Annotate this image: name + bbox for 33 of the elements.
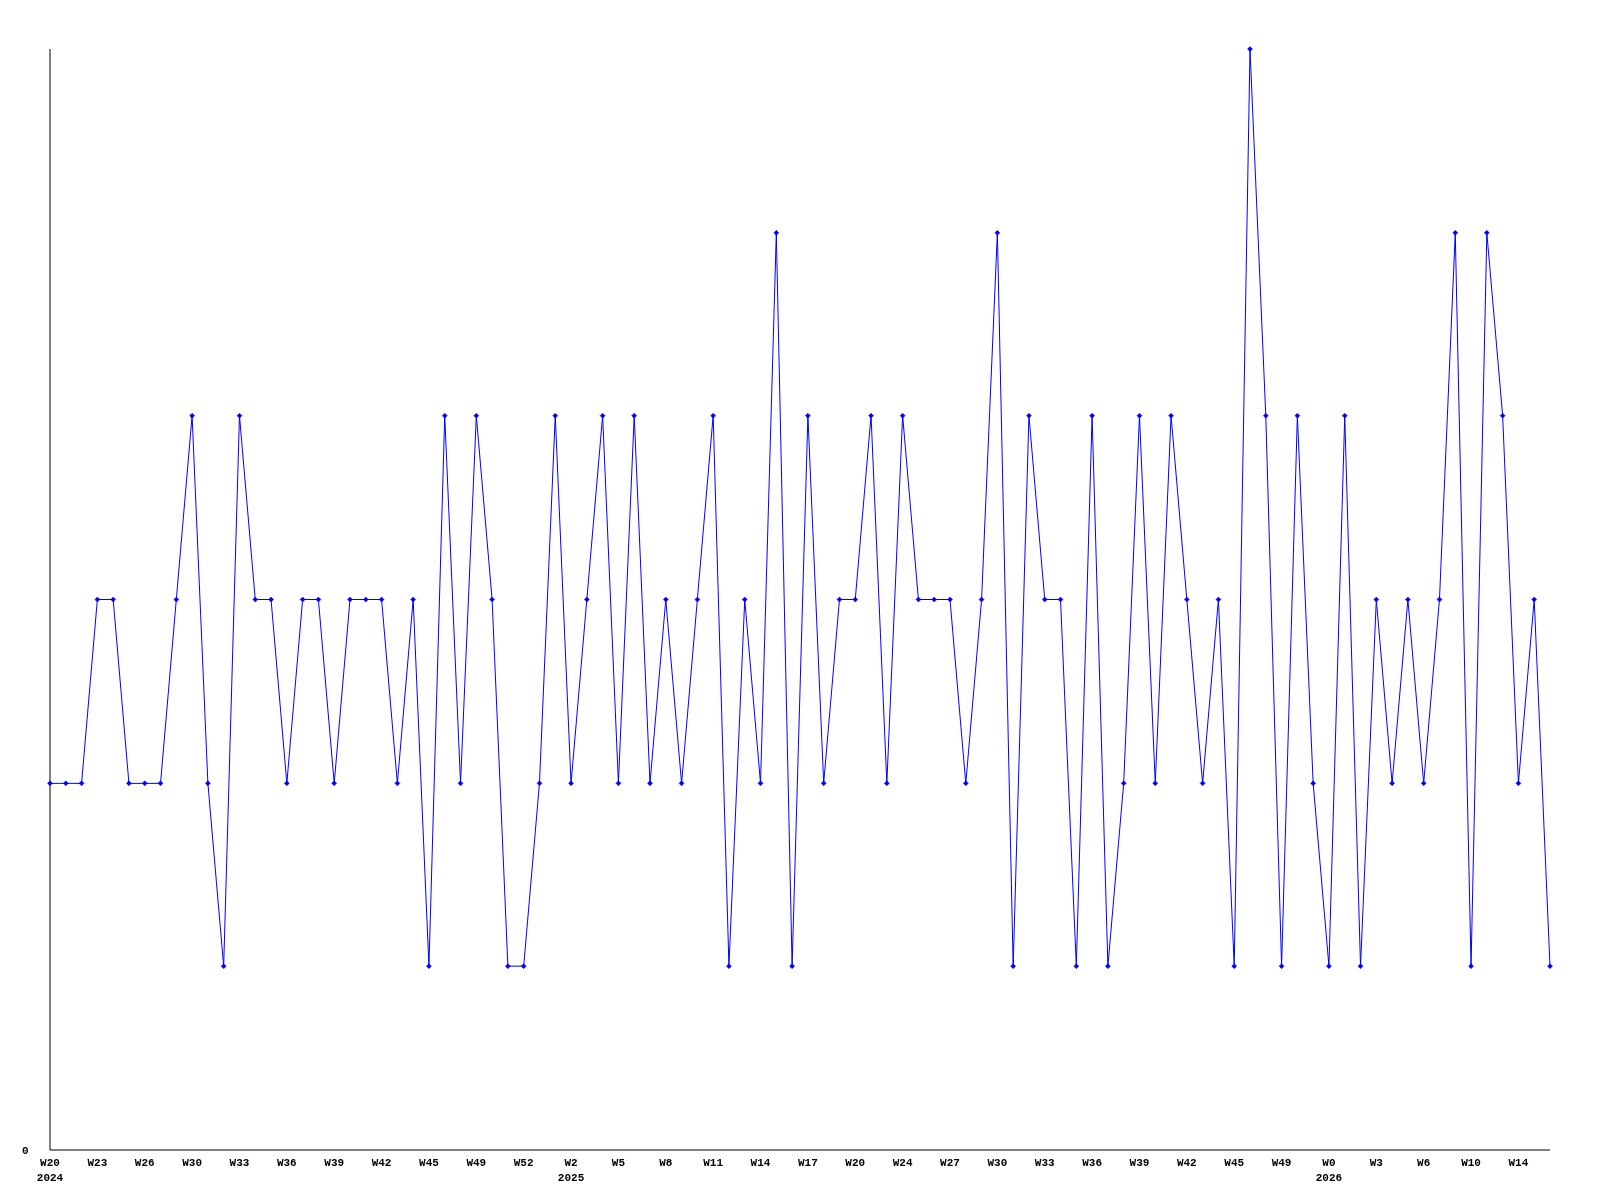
x-tick-label: W52	[513, 1157, 534, 1169]
x-tick-label: W11	[703, 1157, 724, 1169]
x-tick-label: W10	[1461, 1157, 1481, 1169]
x-tick-label: W33	[229, 1157, 250, 1169]
x-tick-label: W36	[276, 1157, 297, 1169]
x-tick-label: W33	[1034, 1157, 1056, 1169]
x-tick-label: W39	[324, 1157, 345, 1169]
x-tick-label: W24	[892, 1157, 913, 1169]
x-tick-label: W0 2026	[1315, 1157, 1343, 1184]
x-tick-label: W42	[371, 1157, 392, 1169]
x-tick-label: W42	[1176, 1157, 1197, 1169]
x-tick-label: W26	[134, 1157, 155, 1169]
x-tick-label: W6	[1417, 1157, 1431, 1169]
x-tick-label: W45	[1224, 1157, 1245, 1169]
text: 0	[22, 1145, 29, 1157]
x-tick-label: W20 2024	[36, 1157, 64, 1184]
x-tick-label: W14	[1508, 1157, 1529, 1169]
x-tick-label: W5	[611, 1157, 626, 1169]
x-tick-label: W49	[1271, 1157, 1292, 1169]
x-tick-label: W36	[1082, 1157, 1103, 1169]
x-tick-label: W30	[182, 1157, 203, 1169]
x-tick-label: W49	[466, 1157, 487, 1169]
x-tick-label: W20	[845, 1157, 866, 1169]
x-tick-label: W45	[419, 1157, 440, 1169]
x-tick-label: W17	[797, 1157, 818, 1169]
x-tick-label: W27	[940, 1157, 960, 1169]
x-tick-label: W8	[659, 1157, 673, 1169]
x-tick-label: W3	[1369, 1157, 1384, 1169]
x-tick-label: W23	[87, 1157, 108, 1169]
x-tick-label: W39	[1129, 1157, 1150, 1169]
x-tick-label: W14	[750, 1157, 771, 1169]
x-tick-label: W30	[987, 1157, 1008, 1169]
x-tick-label: W2 2025	[557, 1157, 585, 1184]
